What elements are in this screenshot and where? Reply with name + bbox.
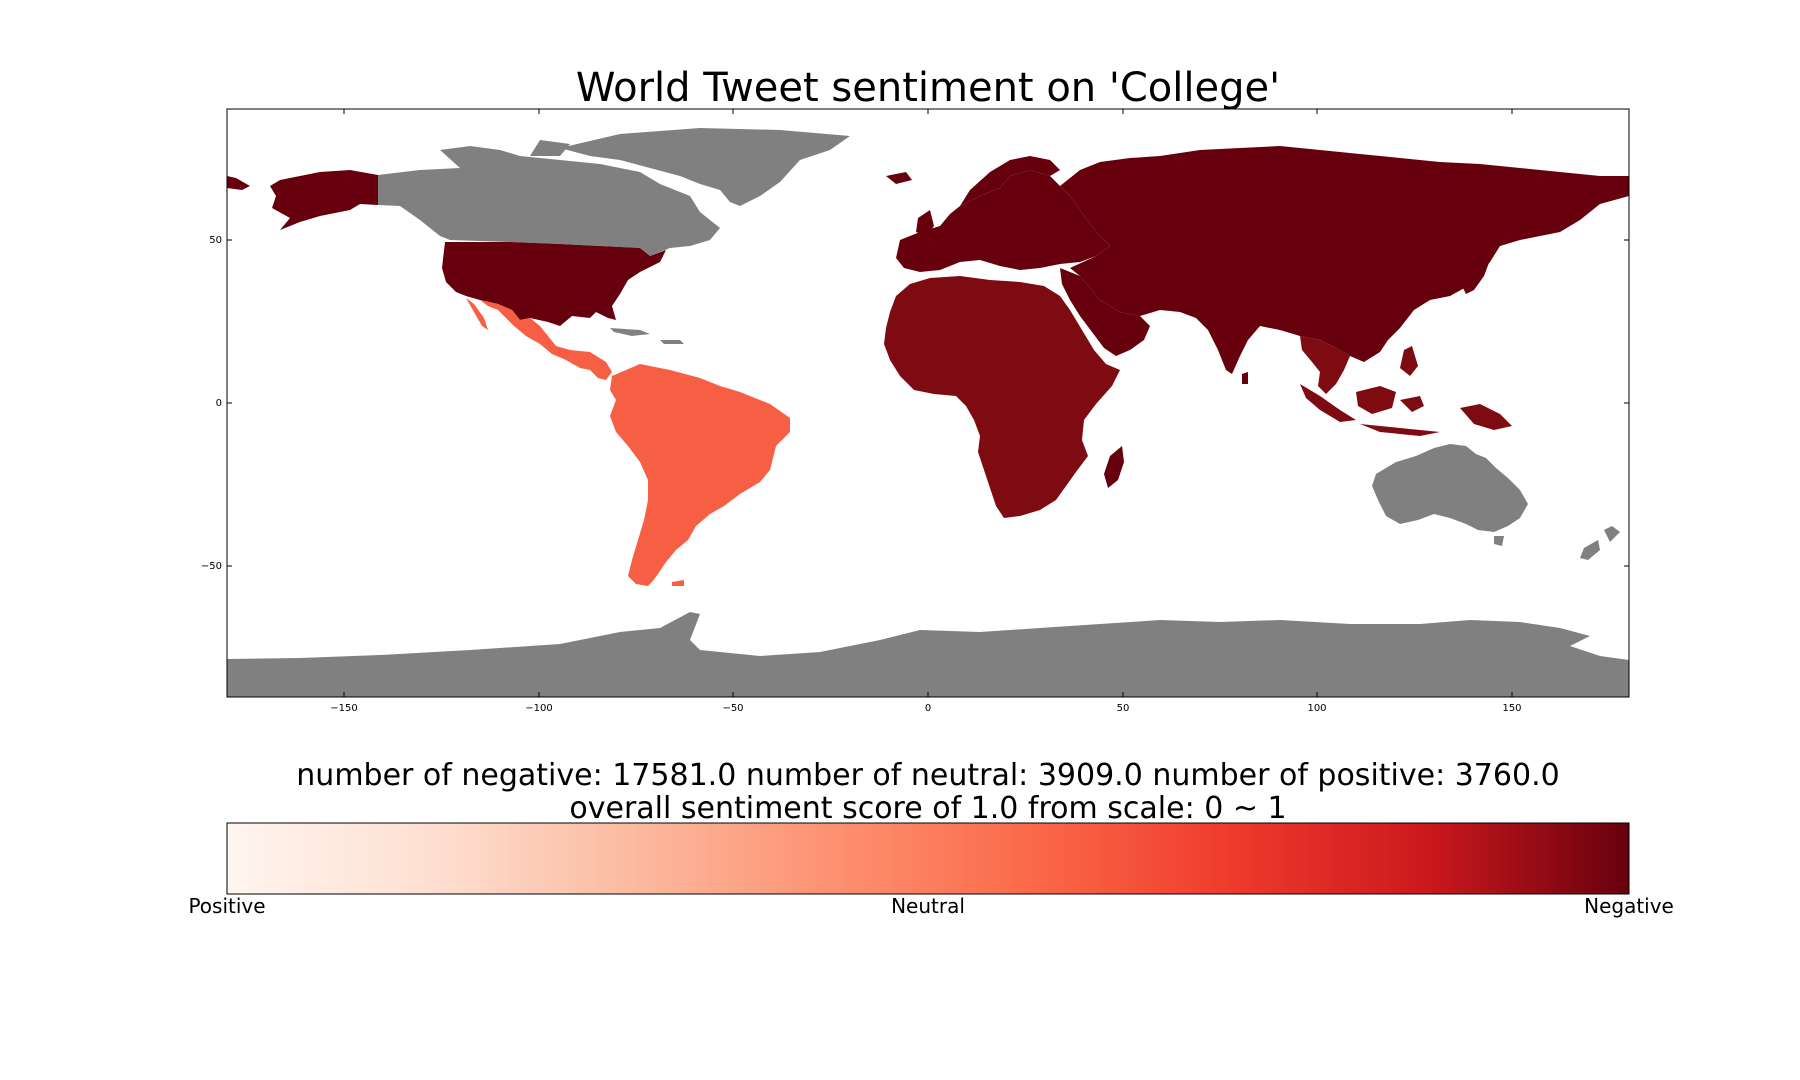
region-europe — [896, 170, 1110, 272]
region-arctic-islands — [440, 140, 650, 168]
x-axis: −150 −100 −50 0 50 100 150 — [330, 109, 1522, 714]
region-canada — [378, 156, 720, 256]
region-africa — [884, 276, 1120, 518]
region-mexico-central-america — [470, 298, 612, 380]
sentiment-score: overall sentiment score of 1.0 from scal… — [569, 791, 1286, 826]
x-tick-label: 150 — [1502, 703, 1521, 714]
region-scandinavia — [960, 156, 1060, 206]
x-tick-label: −100 — [525, 703, 552, 714]
region-alaska — [270, 170, 378, 230]
colorbar-label-neutral: Neutral — [891, 894, 965, 918]
region-japan — [1462, 246, 1490, 294]
colorbar — [226, 822, 1630, 895]
y-tick-label: 0 — [216, 398, 222, 409]
region-madagascar — [1104, 446, 1124, 488]
region-south-america — [610, 364, 790, 586]
x-tick-label: 50 — [1117, 703, 1130, 714]
region-british-isles — [916, 210, 934, 236]
region-indonesia — [1300, 384, 1512, 436]
region-tasmania — [1494, 536, 1504, 546]
colorbar-label-positive: Positive — [188, 894, 265, 918]
x-tick-label: −50 — [722, 703, 743, 714]
region-russia-asia — [1060, 146, 1629, 374]
region-iceland — [886, 172, 912, 184]
y-tick-label: 50 — [209, 235, 222, 246]
region-southeast-asia — [1300, 336, 1350, 394]
region-baja — [466, 298, 488, 330]
region-middle-east — [1060, 268, 1150, 356]
x-tick-label: −150 — [330, 703, 357, 714]
sentiment-counts: number of negative: 17581.0 number of ne… — [296, 758, 1559, 793]
region-antarctica — [227, 612, 1629, 697]
region-sri-lanka — [1242, 372, 1248, 384]
world-map — [227, 128, 1629, 697]
y-tick-label: −50 — [201, 561, 222, 572]
y-axis: 50 0 −50 — [201, 235, 1629, 572]
colorbar-label-negative: Negative — [1584, 894, 1674, 918]
region-greenland — [560, 128, 850, 206]
region-chukotka-west — [227, 176, 250, 190]
x-tick-label: 0 — [925, 703, 931, 714]
region-new-zealand — [1580, 526, 1620, 560]
x-tick-label: 100 — [1307, 703, 1326, 714]
region-falklands — [672, 580, 684, 586]
region-caribbean — [610, 328, 684, 344]
region-philippines — [1400, 346, 1418, 376]
region-united-states — [442, 242, 666, 326]
region-australia — [1372, 444, 1528, 532]
map-title: World Tweet sentiment on 'College' — [576, 65, 1280, 111]
